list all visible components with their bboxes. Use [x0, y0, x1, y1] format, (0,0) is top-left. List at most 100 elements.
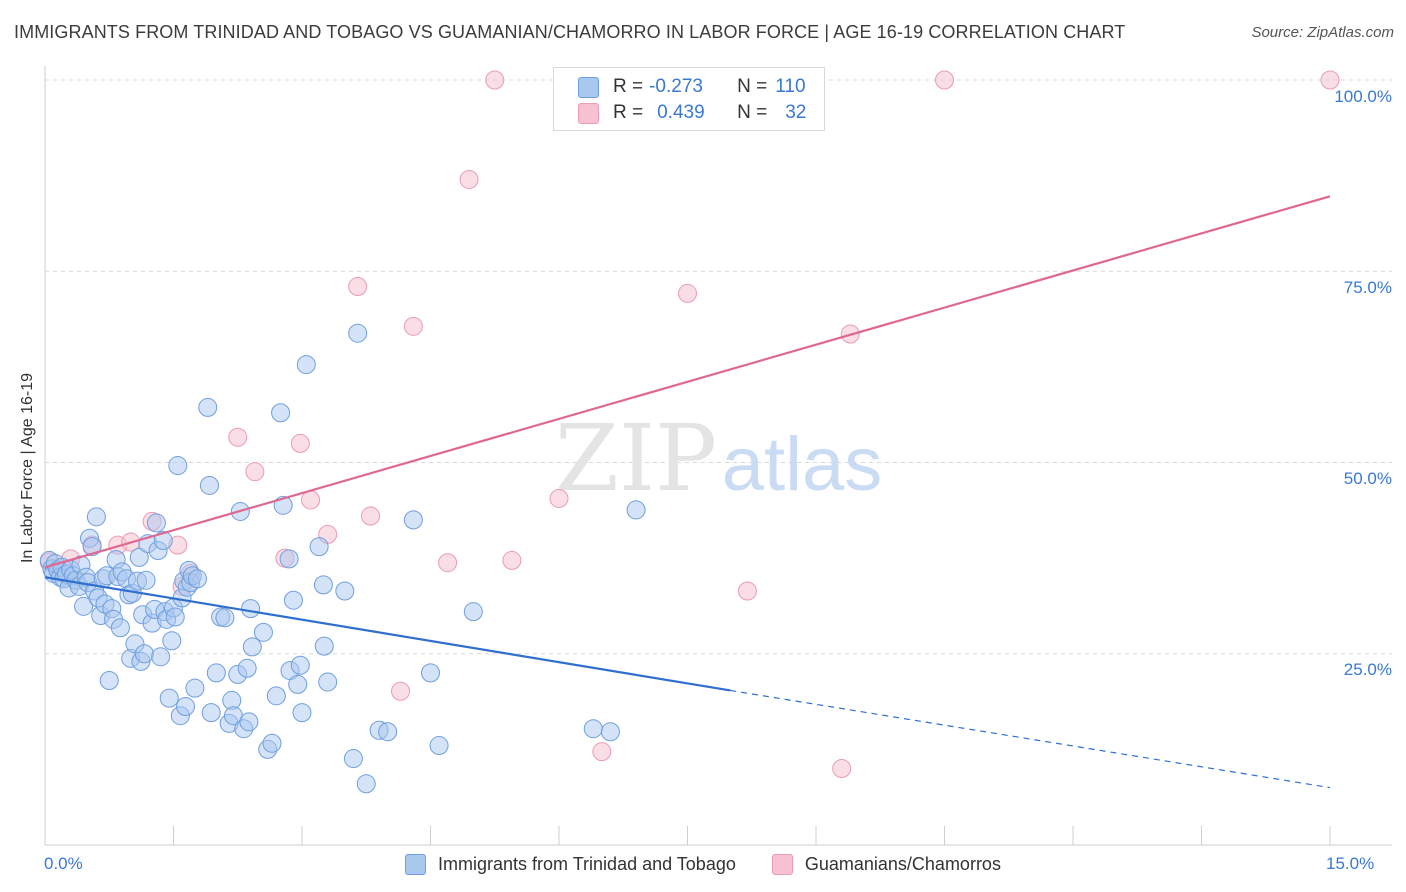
trinidad-point [74, 596, 94, 616]
trinidad-point [292, 703, 312, 723]
trinidad-point [241, 599, 261, 619]
blue-swatch [405, 853, 427, 875]
trinidad-point [239, 712, 259, 732]
trinidad-trend-line [44, 576, 731, 692]
trinidad-point [271, 403, 291, 423]
trinidad-point [429, 736, 449, 756]
guamanian-point [438, 553, 458, 573]
trinidad-point [199, 475, 219, 495]
trinidad-point [242, 637, 262, 657]
trinidad-point [313, 575, 333, 595]
guamanian-point [592, 742, 612, 762]
trinidad-point [600, 722, 620, 742]
trinidad-point [583, 719, 603, 739]
chart-title: IMMIGRANTS FROM TRINIDAD AND TOBAGO VS G… [14, 22, 1126, 42]
trinidad-point [159, 688, 179, 708]
guamanian-point [935, 70, 954, 90]
trinidad-point [99, 671, 119, 691]
x-tick-label: 0.0% [44, 854, 83, 873]
trinidad-point [403, 510, 423, 530]
y-tick-label: 50.0% [1343, 469, 1392, 488]
guamanian-point [290, 433, 310, 453]
trinidad-point [237, 658, 257, 678]
n-label: N = [737, 102, 768, 123]
stats-row-pink: R = 0.439 N = 32 [578, 100, 806, 126]
trinidad-point [201, 703, 221, 723]
trinidad-point [215, 608, 235, 628]
n-value: 110 [775, 76, 806, 97]
legend-label: Guamanians/Chamorros [804, 853, 1001, 874]
trinidad-point [185, 678, 205, 698]
guamanian-point [245, 462, 265, 482]
trinidad-point [82, 537, 102, 557]
y-axis-title: In Labor Force | Age 16-19 [19, 372, 36, 564]
legend-item-trinidad[interactable]: Immigrants from Trinidad and Tobago [405, 851, 736, 877]
trinidad-point [266, 686, 286, 706]
trinidad-point [356, 774, 376, 794]
r-value: 0.439 [657, 102, 705, 123]
trinidad-point [151, 647, 171, 667]
guamanian-point [459, 169, 479, 189]
pink-swatch [578, 102, 599, 124]
trinidad-point [626, 500, 646, 520]
legend-item-guamanian[interactable]: Guamanians/Chamorros [771, 851, 1001, 877]
trinidad-point [153, 531, 173, 551]
trinidad-point [136, 570, 156, 590]
trinidad-point [309, 537, 329, 557]
trinidad-point [187, 569, 207, 589]
trinidad-point [134, 644, 154, 664]
x-tick-label: 15.0% [1326, 854, 1375, 873]
pink-swatch [771, 853, 793, 875]
trinidad-trend-extension [730, 689, 1331, 789]
trinidad-point [463, 602, 483, 622]
r-label: R = [613, 102, 644, 123]
trinidad-point [253, 622, 273, 642]
trinidad-point [283, 590, 303, 610]
watermark-zip: ZIP [555, 405, 717, 512]
guamanian-point [678, 283, 697, 303]
guamanian-point [549, 488, 569, 508]
trinidad-point [318, 672, 338, 692]
trinidad-point [314, 636, 334, 656]
stats-row-blue: R = -0.273 N = 110 [578, 74, 806, 100]
guamanian-point [348, 277, 368, 297]
trinidad-point [175, 697, 195, 717]
series-legend: Immigrants from Trinidad and Tobago Guam… [0, 851, 1406, 877]
trinidad-point [290, 655, 310, 675]
trinidad-point [348, 323, 368, 343]
guamanian-point [485, 70, 505, 90]
y-tick-label: 100.0% [1334, 87, 1392, 106]
trinidad-point [296, 355, 316, 375]
guamanian-point [502, 550, 522, 570]
guamanian-point [737, 581, 757, 601]
trinidad-point [262, 733, 282, 753]
trinidad-point [168, 456, 188, 476]
trinidad-point [206, 663, 226, 683]
guamanian-point [403, 316, 423, 336]
legend-label: Immigrants from Trinidad and Tobago [438, 853, 736, 874]
guamanian-trend-line [44, 195, 1331, 569]
trinidad-point [335, 581, 355, 601]
blue-swatch [578, 76, 599, 98]
r-value: -0.273 [649, 76, 703, 97]
trinidad-point [162, 631, 182, 651]
guamanian-point [832, 759, 852, 778]
trinidad-point [86, 507, 106, 527]
guamanian-point [361, 506, 381, 526]
trinidad-point [129, 547, 149, 567]
n-label: N = [737, 76, 768, 97]
stats-legend: R = -0.273 N = 110 R = 0.439 N = 32 [553, 67, 825, 131]
guamanian-point [228, 427, 248, 447]
watermark: ZIP atlas [555, 405, 882, 512]
watermark-atlas: atlas [722, 422, 883, 507]
trinidad-point [288, 674, 308, 694]
trinidad-point [146, 513, 166, 533]
guamanian-point [301, 490, 321, 510]
y-tick-label: 25.0% [1343, 660, 1392, 679]
trinidad-point [421, 663, 440, 683]
r-label: R = [613, 76, 644, 97]
trinidad-point [343, 749, 363, 769]
guamanian-point [1320, 70, 1340, 90]
trinidad-point [378, 722, 398, 742]
